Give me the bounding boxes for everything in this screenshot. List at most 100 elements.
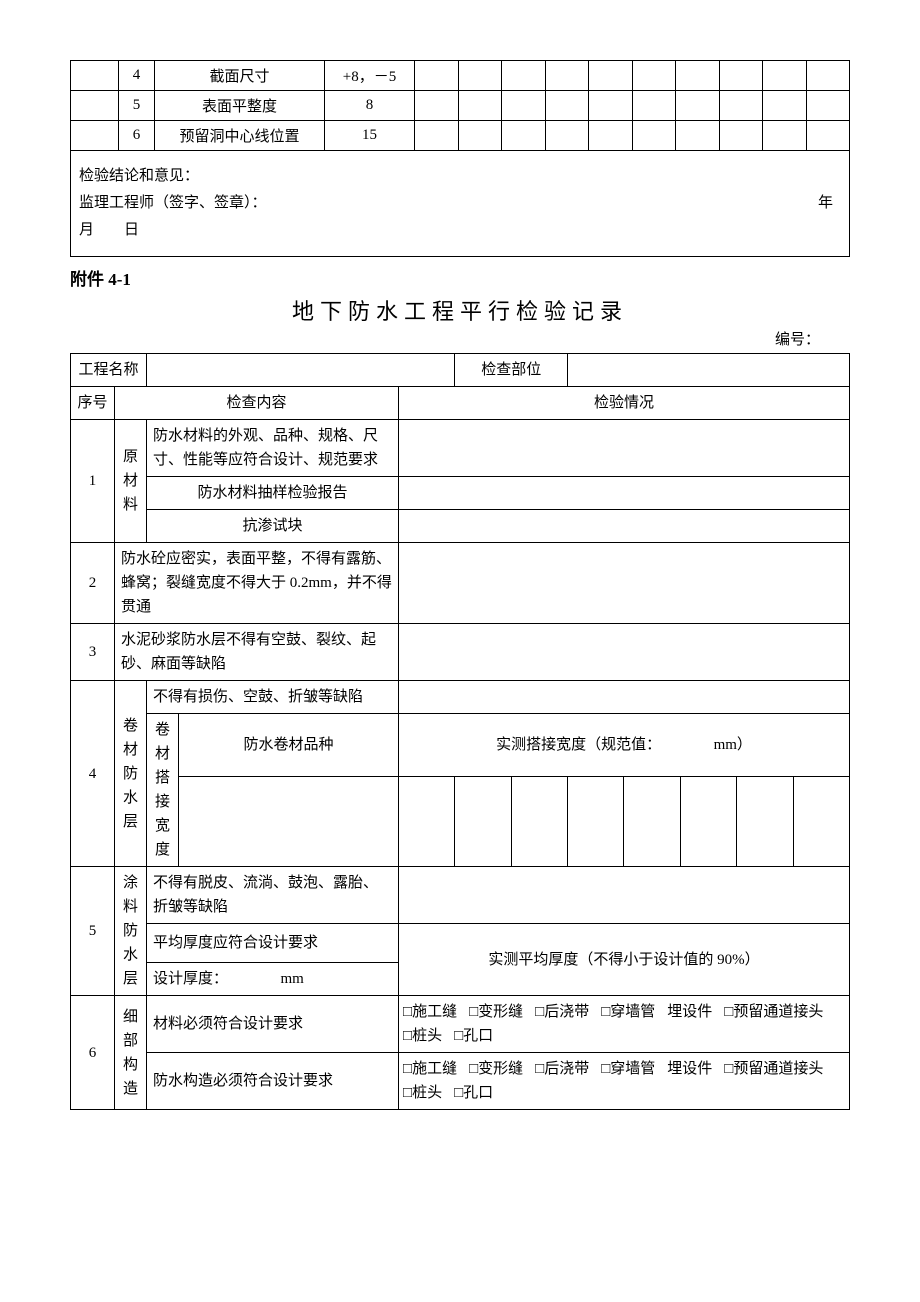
row4-m4[interactable] — [568, 777, 624, 867]
checkbox-option[interactable]: □施工缝 — [403, 1000, 457, 1024]
top-measure-cell[interactable] — [763, 91, 807, 121]
row1-item-b: 防水材料抽样检验报告 — [147, 477, 399, 510]
top-measure-cell[interactable] — [806, 91, 850, 121]
checkbox-option[interactable]: 埋设件 — [667, 1000, 712, 1024]
row5-no: 5 — [71, 867, 115, 996]
checkbox-option[interactable]: □预留通道接头 — [724, 1057, 823, 1081]
attachment-label: 附件 4-1 — [70, 265, 850, 290]
checkbox-option[interactable]: □穿墙管 — [601, 1000, 655, 1024]
top-measure-cell[interactable] — [545, 61, 589, 91]
row4-m7[interactable] — [737, 777, 793, 867]
row4-result-label: 实测搭接宽度（规范值： mm） — [399, 714, 850, 777]
top-measure-cell[interactable] — [502, 61, 546, 91]
row6-no: 6 — [71, 996, 115, 1110]
top-measure-cell[interactable] — [589, 61, 633, 91]
checkbox-option[interactable]: □孔口 — [454, 1081, 493, 1105]
label-seq: 序号 — [71, 387, 115, 420]
checkbox-option[interactable]: □预留通道接头 — [724, 1000, 823, 1024]
row5-item-a: 不得有脱皮、流淌、鼓泡、露胎、折皱等缺陷 — [147, 867, 399, 924]
top-measure-cell[interactable] — [719, 61, 763, 91]
top-row-tol: 15 — [325, 121, 415, 151]
row2-no: 2 — [71, 543, 115, 624]
row5-cat: 涂料防水层 — [115, 867, 147, 996]
row4-item-a: 不得有损伤、空鼓、折皱等缺陷 — [147, 681, 399, 714]
top-measure-cell[interactable] — [676, 121, 720, 151]
row4-cat-text: 卷材防水层 — [123, 718, 138, 830]
top-row-no: 6 — [119, 121, 155, 151]
top-leading-blank — [71, 91, 119, 121]
row4-sub-blank[interactable] — [179, 777, 399, 867]
top-measure-cell[interactable] — [763, 61, 807, 91]
row1-result-b[interactable] — [399, 477, 850, 510]
top-measure-cell[interactable] — [676, 61, 720, 91]
top-measure-cell[interactable] — [415, 91, 459, 121]
top-row-tol: 8 — [325, 91, 415, 121]
row4-m5[interactable] — [624, 777, 680, 867]
top-row-item: 预留洞中心线位置 — [155, 121, 325, 151]
top-row-item: 表面平整度 — [155, 91, 325, 121]
conclusion-cell: 检验结论和意见： 监理工程师（签字、签章）： 年 月 日 — [71, 151, 850, 257]
top-measure-cell[interactable] — [719, 121, 763, 151]
serial-number-label: 编号： — [70, 328, 850, 349]
checkbox-option[interactable]: □后浇带 — [535, 1000, 589, 1024]
top-measure-cell[interactable] — [458, 91, 502, 121]
top-measure-cell[interactable] — [458, 61, 502, 91]
top-measure-cell[interactable] — [545, 91, 589, 121]
label-inspect-part: 检查部位 — [455, 354, 568, 387]
label-result: 检验情况 — [399, 387, 850, 420]
top-measure-cell[interactable] — [589, 91, 633, 121]
top-measure-cell[interactable] — [676, 91, 720, 121]
checkbox-option[interactable]: □变形缝 — [469, 1000, 523, 1024]
top-measure-cell[interactable] — [458, 121, 502, 151]
top-measure-cell[interactable] — [806, 121, 850, 151]
row1-result-c[interactable] — [399, 510, 850, 543]
row4-m2[interactable] — [455, 777, 511, 867]
row2-result[interactable] — [399, 543, 850, 624]
checkbox-option[interactable]: □桩头 — [403, 1081, 442, 1105]
label-project-name: 工程名称 — [71, 354, 147, 387]
top-measure-cell[interactable] — [632, 91, 676, 121]
checkbox-option[interactable]: □后浇带 — [535, 1057, 589, 1081]
top-measure-cell[interactable] — [632, 121, 676, 151]
row4-sub-a: 防水卷材品种 — [179, 714, 399, 777]
conclusion-line2: 监理工程师（签字、签章）： — [79, 195, 267, 211]
checkbox-option[interactable]: □穿墙管 — [601, 1057, 655, 1081]
row4-m3[interactable] — [511, 777, 567, 867]
row5-result-b: 实测平均厚度（不得小于设计值的 90%） — [399, 924, 850, 996]
field-project-name[interactable] — [147, 354, 455, 387]
top-measure-cell[interactable] — [415, 121, 459, 151]
checkbox-option[interactable]: □施工缝 — [403, 1057, 457, 1081]
row3-result[interactable] — [399, 624, 850, 681]
row1-cat-text: 原材料 — [123, 449, 138, 513]
date-md: 月 日 — [79, 217, 841, 244]
row6-checks-b[interactable]: □施工缝 □变形缝 □后浇带 □穿墙管埋设件 □预留通道接头 □桩头 □孔口 — [399, 1053, 850, 1110]
top-measure-cell[interactable] — [763, 121, 807, 151]
top-measure-cell[interactable] — [806, 61, 850, 91]
checkbox-option[interactable]: □孔口 — [454, 1024, 493, 1048]
row4-cat: 卷材防水层 — [115, 681, 147, 867]
row1-result-a[interactable] — [399, 420, 850, 477]
row6-checks-a[interactable]: □施工缝 □变形缝 □后浇带 □穿墙管埋设件 □预留通道接头 □桩头 □孔口 — [399, 996, 850, 1053]
top-measure-cell[interactable] — [632, 61, 676, 91]
top-measure-cell[interactable] — [589, 121, 633, 151]
row6-item-a: 材料必须符合设计要求 — [147, 996, 399, 1053]
row5-result-a[interactable] — [399, 867, 850, 924]
checkbox-option[interactable]: □变形缝 — [469, 1057, 523, 1081]
row1-cat: 原材料 — [115, 420, 147, 543]
row4-m6[interactable] — [680, 777, 736, 867]
row4-result-a[interactable] — [399, 681, 850, 714]
inspection-table: 工程名称 检查部位 序号 检查内容 检验情况 1 原材料 防水材料的外观、品种、… — [70, 353, 850, 1110]
row1-item-c: 抗渗试块 — [147, 510, 399, 543]
top-measure-cell[interactable] — [415, 61, 459, 91]
label-content: 检查内容 — [115, 387, 399, 420]
top-measure-cell[interactable] — [502, 121, 546, 151]
top-measure-cell[interactable] — [502, 91, 546, 121]
checkbox-option[interactable]: 埋设件 — [667, 1057, 712, 1081]
top-measure-cell[interactable] — [545, 121, 589, 151]
top-measure-cell[interactable] — [719, 91, 763, 121]
row4-m8[interactable] — [793, 777, 849, 867]
row3-item: 水泥砂浆防水层不得有空鼓、裂纹、起砂、麻面等缺陷 — [115, 624, 399, 681]
field-inspect-part[interactable] — [568, 354, 850, 387]
row4-m1[interactable] — [399, 777, 455, 867]
checkbox-option[interactable]: □桩头 — [403, 1024, 442, 1048]
